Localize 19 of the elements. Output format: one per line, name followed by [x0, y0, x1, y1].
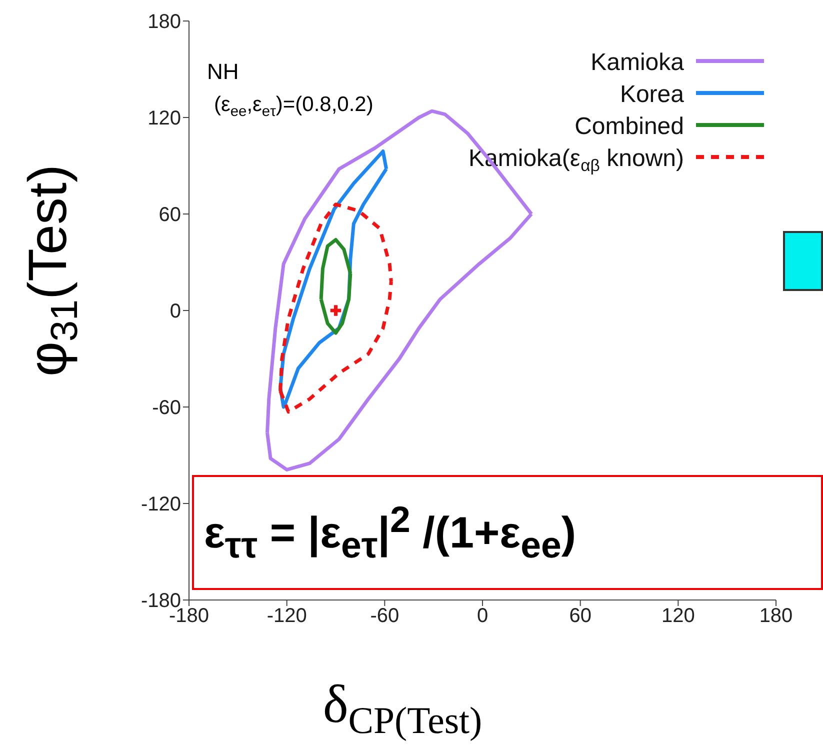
formula-box: ε$_{ττ}$ = |ε$_{eτ}$|$^{2}$ /(1+ε$_{ee}$) — [192, 475, 823, 590]
x-tick-label: -60 — [370, 605, 400, 628]
x-tick-label: 60 — [569, 605, 592, 628]
x-axis-title: δ$_{CP(Test)}$ — [322, 674, 482, 742]
y-tick-label: 120 — [148, 108, 181, 130]
annotation: (ε$_{ee}$,ε$_{eτ}$)=(0.8,0.2) — [214, 93, 374, 120]
x-tick-label: 180 — [759, 605, 793, 628]
y-tick-label: -120 — [140, 494, 181, 516]
y-tick-label: -60 — [152, 397, 181, 420]
x-tick-label: 0 — [476, 605, 488, 628]
legend-label: Combined — [574, 113, 684, 140]
legend-label: Korea — [620, 81, 685, 108]
y-tick-label: 180 — [148, 11, 181, 34]
x-tick-label: -120 — [266, 605, 307, 628]
y-tick-label: 60 — [158, 204, 181, 226]
legend-label: Kamioka — [590, 49, 685, 76]
x-tick-label: 120 — [661, 605, 695, 628]
annotation: NH — [207, 59, 239, 84]
y-tick-label: 0 — [170, 300, 181, 323]
